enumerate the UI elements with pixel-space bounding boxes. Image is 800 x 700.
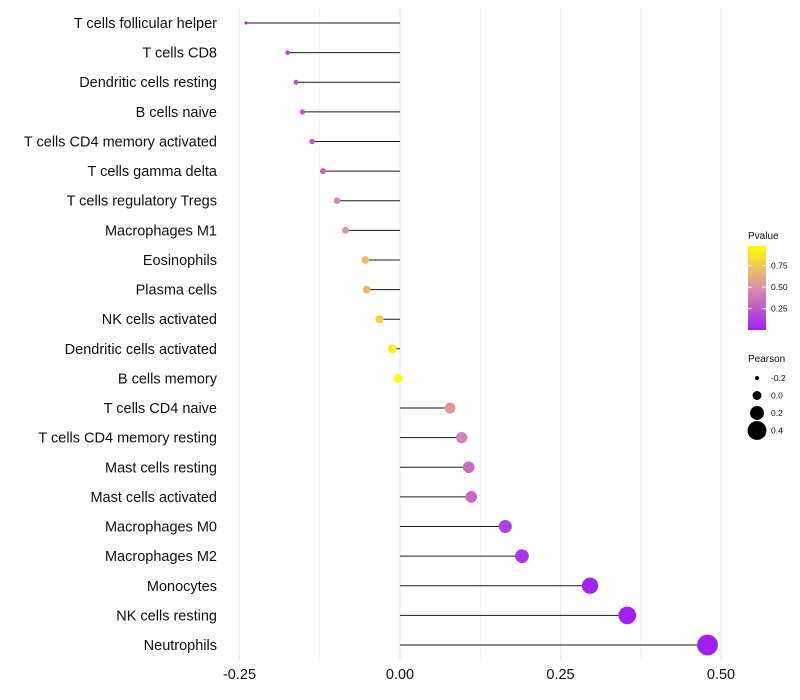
pearson-legend-title: Pearson xyxy=(748,354,785,365)
size-legend-key xyxy=(750,406,764,420)
data-point xyxy=(618,606,637,625)
pvalue-colorbar xyxy=(748,246,766,330)
colorbar-tick-label: 0.75 xyxy=(771,261,788,271)
category-label: Dendritic cells activated xyxy=(65,342,217,358)
stems xyxy=(245,22,708,646)
data-point xyxy=(361,256,370,264)
category-label: Mast cells activated xyxy=(90,490,217,506)
data-points xyxy=(244,21,718,656)
data-point xyxy=(455,432,468,444)
category-label: Macrophages M0 xyxy=(105,520,217,536)
size-legend-label: 0.4 xyxy=(771,426,783,436)
x-tick-label: 0.25 xyxy=(546,667,574,683)
data-point xyxy=(393,373,403,383)
x-tick-label: 0.50 xyxy=(707,667,735,683)
category-label: NK cells resting xyxy=(116,608,217,624)
data-point xyxy=(293,79,299,85)
category-labels: T cells follicular helper T cells CD8 Dend… xyxy=(24,16,218,654)
data-point xyxy=(319,168,326,175)
category-label: Monocytes xyxy=(147,579,217,595)
data-point xyxy=(375,315,384,324)
pearson-legend: Pearson -0.2 0.0 0.2 0.4 xyxy=(747,354,786,440)
category-label: T cells gamma delta xyxy=(88,164,218,180)
category-label: Neutrophils xyxy=(144,638,217,654)
data-point xyxy=(285,50,290,55)
data-point xyxy=(299,109,306,115)
category-label: NK cells activated xyxy=(102,312,217,328)
size-legend-label: -0.2 xyxy=(771,373,786,383)
data-point xyxy=(465,491,478,503)
category-label: B cells naive xyxy=(136,105,217,121)
category-label: T cells CD4 memory resting xyxy=(38,431,217,447)
category-label: Macrophages M2 xyxy=(105,549,217,565)
data-point xyxy=(581,577,599,594)
category-label: T cells CD4 naive xyxy=(104,401,217,417)
colorbar-tick-label: 0.50 xyxy=(771,282,788,292)
size-legend-key xyxy=(755,376,759,380)
size-legend-key xyxy=(747,421,767,440)
colorbar-tick-label: 0.25 xyxy=(771,304,788,314)
data-point xyxy=(342,226,349,234)
category-label: Eosinophils xyxy=(143,253,217,269)
category-label: Mast cells resting xyxy=(105,460,217,476)
data-point xyxy=(697,634,718,656)
category-label: T cells CD8 xyxy=(142,46,217,62)
grid-lines xyxy=(238,8,722,660)
category-label: T cells CD4 memory activated xyxy=(24,134,217,150)
size-legend-key xyxy=(752,391,762,400)
data-point xyxy=(309,138,315,145)
data-point xyxy=(244,21,248,25)
data-point xyxy=(498,520,512,534)
category-label: Plasma cells xyxy=(136,283,217,299)
x-tick-label: -0.25 xyxy=(223,667,256,683)
x-tick-label: 0.00 xyxy=(386,667,414,683)
category-label: Dendritic cells resting xyxy=(79,75,217,91)
x-axis-tick-labels: -0.25 0.00 0.25 0.50 xyxy=(223,667,735,683)
data-point xyxy=(387,344,397,354)
data-point xyxy=(362,285,371,294)
size-legend-label: 0.0 xyxy=(771,391,783,401)
category-label: B cells memory xyxy=(118,371,218,387)
category-label: T cells follicular helper xyxy=(74,16,217,32)
data-point xyxy=(444,402,456,414)
category-label: Macrophages M1 xyxy=(105,223,217,239)
pvalue-legend-title: Pvalue xyxy=(748,231,779,242)
data-point xyxy=(462,461,475,474)
data-point xyxy=(515,549,529,563)
pvalue-legend: Pvalue 0.25 0.50 0.75 xyxy=(748,231,788,330)
size-legend-label: 0.2 xyxy=(771,408,783,418)
category-label: T cells regulatory Tregs xyxy=(67,194,217,210)
data-point xyxy=(333,197,341,204)
